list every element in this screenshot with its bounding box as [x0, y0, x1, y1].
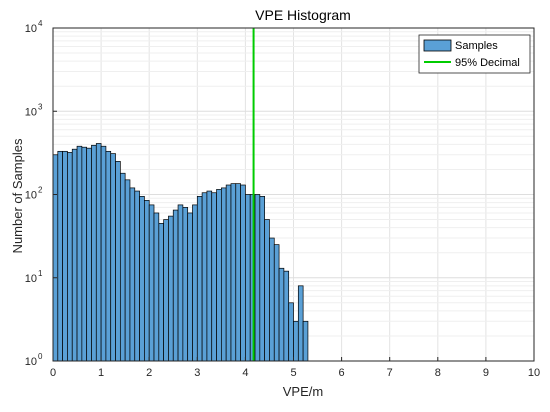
- y-tick-label: 10: [25, 273, 37, 285]
- y-tick-exponent: 2: [38, 186, 43, 195]
- x-tick-label: 10: [528, 367, 540, 379]
- histogram-bar: [115, 161, 121, 362]
- histogram-bar: [230, 183, 237, 362]
- x-tick-label: 7: [387, 367, 393, 379]
- y-tick-label: 10: [25, 356, 37, 368]
- x-tick-label: 1: [98, 367, 104, 379]
- x-axis-label: VPE/m: [283, 384, 323, 399]
- histogram-bar: [163, 219, 169, 362]
- histogram-bar: [225, 184, 232, 362]
- y-tick-exponent: 3: [38, 102, 43, 111]
- histogram-bar: [71, 148, 78, 362]
- histogram-bar: [206, 190, 213, 362]
- histogram-bar: [62, 150, 68, 362]
- chart-title: VPE Histogram: [255, 7, 351, 23]
- histogram-bar: [196, 196, 203, 362]
- histogram-bar: [134, 190, 140, 362]
- histogram-bar: [192, 204, 198, 362]
- y-axis-label: Number of Samples: [10, 138, 25, 253]
- histogram-bar: [235, 183, 241, 362]
- histogram-bar: [129, 187, 136, 362]
- x-tick-label: 5: [290, 367, 296, 379]
- histogram-bar: [52, 154, 59, 362]
- histogram-bar: [288, 302, 294, 362]
- histogram-bar: [264, 219, 270, 362]
- histogram-bar: [153, 212, 160, 362]
- legend-swatch-samples: [423, 39, 452, 52]
- x-tick-label: 4: [242, 367, 248, 379]
- histogram-bar: [76, 145, 83, 362]
- histogram-bar: [221, 187, 227, 362]
- histogram-bar: [148, 204, 155, 362]
- histogram-bar: [297, 285, 304, 362]
- histogram-bar: [172, 209, 179, 362]
- legend-label-line: 95% Decimal: [455, 57, 520, 69]
- x-tick-label: 0: [50, 367, 56, 379]
- histogram-bar: [57, 150, 63, 362]
- histogram-bar: [201, 192, 208, 362]
- histogram-bar: [110, 153, 116, 362]
- y-tick-exponent: 1: [38, 269, 43, 278]
- histogram-bar: [273, 244, 280, 362]
- histogram-bar: [144, 200, 150, 362]
- x-tick-label: 9: [483, 367, 489, 379]
- histogram-bar: [139, 196, 145, 362]
- y-tick-exponent: 4: [38, 19, 43, 28]
- histogram-bar: [177, 204, 184, 362]
- histogram-bar: [67, 152, 73, 362]
- x-tick-label: 2: [146, 367, 152, 379]
- histogram-bar: [124, 179, 131, 362]
- histogram-bar: [259, 196, 265, 362]
- histogram-bar: [254, 194, 261, 362]
- histogram-bar: [283, 270, 290, 362]
- histogram-bar: [182, 207, 189, 362]
- histogram-bar: [86, 147, 92, 362]
- histogram-bar: [100, 145, 107, 362]
- histogram-bar: [211, 192, 217, 362]
- histogram-bar: [278, 267, 285, 362]
- histogram-bar: [105, 150, 112, 362]
- y-tick-exponent: 0: [38, 352, 43, 361]
- x-tick-label: 3: [194, 367, 200, 379]
- histogram-bar: [95, 143, 102, 362]
- histogram-bar: [187, 212, 193, 362]
- histogram-bar: [302, 320, 309, 362]
- histogram-bar: [158, 223, 164, 362]
- y-tick-label: 10: [25, 106, 37, 118]
- histogram-bar: [216, 189, 222, 362]
- histogram-bar: [293, 320, 299, 362]
- y-tick-label: 10: [25, 190, 37, 202]
- legend-label-samples: Samples: [455, 40, 498, 52]
- y-tick-label: 10: [25, 23, 37, 35]
- x-axis-ticks: 0 1 2 3 4 5 6 7 8 9 10: [50, 357, 540, 379]
- histogram-bar: [269, 237, 275, 362]
- histogram-bar: [81, 146, 88, 362]
- histogram-bar: [119, 172, 126, 362]
- x-tick-label: 8: [435, 367, 441, 379]
- histogram-bar: [91, 144, 97, 362]
- histogram-bar: [168, 215, 174, 362]
- x-tick-label: 6: [339, 367, 345, 379]
- legend: Samples 95% Decimal: [418, 34, 531, 74]
- histogram-bar: [245, 194, 251, 362]
- histogram-bar: [240, 184, 246, 362]
